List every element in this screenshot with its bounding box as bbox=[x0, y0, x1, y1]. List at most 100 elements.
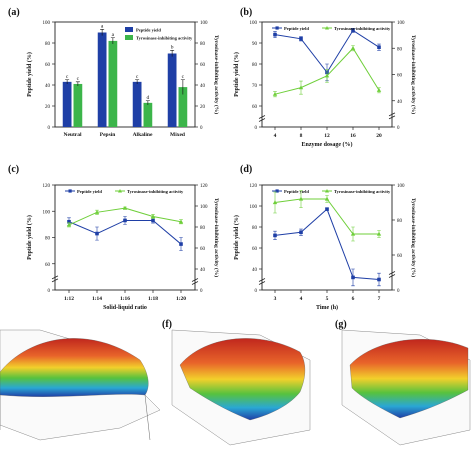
y2-tick-label-b: 60 bbox=[397, 74, 403, 79]
x-tick-label-b: 20 bbox=[376, 133, 382, 139]
data-point-b bbox=[299, 37, 303, 41]
data-point-c bbox=[95, 231, 99, 236]
significance-label-a: a bbox=[101, 23, 104, 29]
x-tick-label-b: 12 bbox=[324, 133, 330, 139]
data-point-d bbox=[299, 230, 303, 235]
error-bar-a bbox=[110, 37, 115, 45]
x-tick-label-d: 6 bbox=[352, 296, 355, 302]
legend-label-d: Tyrosinase-inhibiting activity bbox=[334, 189, 391, 194]
data-point-d bbox=[377, 277, 381, 282]
legend-label-a: Peptide yield bbox=[136, 28, 161, 33]
panel-label-b: (b) bbox=[240, 7, 252, 18]
y-tick-label-a: 20 bbox=[45, 105, 51, 110]
panel-label-a: (a) bbox=[8, 7, 20, 18]
y2-tick-label-d: 100 bbox=[397, 184, 405, 189]
axis-break-right-c bbox=[191, 278, 199, 285]
significance-label-a: b bbox=[171, 44, 174, 50]
data-point-c bbox=[151, 218, 155, 223]
y2-tick-label-c: 100 bbox=[200, 205, 208, 210]
y2-tick-label-a: 80 bbox=[200, 42, 206, 47]
error-bar-a bbox=[75, 81, 80, 87]
y-tick-label-b: 90 bbox=[252, 42, 258, 47]
y2-axis-title-a: Tyrosinase-inhibiting activity (%) bbox=[213, 35, 220, 114]
error-bar-a bbox=[135, 79, 140, 84]
x-tick-label-d: 3 bbox=[274, 296, 277, 302]
y2-tick-label-b: 100 bbox=[397, 21, 405, 26]
x-tick-label-a: Alkaline bbox=[133, 132, 153, 138]
plot-frame-a bbox=[54, 21, 196, 128]
panel-c: (c) 0 60 80 100 120 0 40 60 80 100 120 Peptide yield… bbox=[8, 164, 220, 311]
x-tick-label-c: 1:16 bbox=[120, 296, 130, 302]
y-tick-label-d: 60 bbox=[252, 247, 258, 252]
y-tick-label-d: 40 bbox=[252, 268, 258, 273]
bar-a bbox=[178, 87, 188, 127]
data-point-c bbox=[123, 218, 127, 223]
y-tick-label-d: 0 bbox=[255, 289, 258, 294]
y2-tick-label-a: 100 bbox=[200, 21, 208, 26]
x-tick-label-d: 7 bbox=[378, 296, 381, 302]
x-tick-label-a: Mixed bbox=[170, 132, 185, 138]
significance-label-a: c bbox=[136, 74, 139, 80]
y2-tick-label-c: 80 bbox=[200, 226, 206, 231]
data-point-b bbox=[376, 88, 382, 92]
x-tick-label-b: 4 bbox=[274, 133, 277, 139]
error-bar-a bbox=[170, 50, 175, 57]
surface-plot-e bbox=[0, 329, 161, 441]
bar-a bbox=[73, 83, 83, 127]
legend-swatch-a bbox=[125, 35, 133, 40]
x-tick-label-c: 1:18 bbox=[148, 296, 158, 302]
data-point-d bbox=[325, 207, 329, 211]
y-tick-label-b: 0 bbox=[255, 126, 258, 131]
y-tick-label-c: 120 bbox=[43, 184, 51, 189]
bar-a bbox=[97, 32, 107, 127]
x-tick-label-b: 16 bbox=[350, 133, 356, 139]
y2-tick-label-c: 60 bbox=[200, 247, 206, 252]
legend-marker-c bbox=[68, 189, 72, 193]
axis-break-left-c bbox=[51, 275, 59, 283]
panel-label-c: (c) bbox=[8, 164, 19, 175]
axis-break-right-d bbox=[388, 271, 396, 278]
y-tick-label-b: 70 bbox=[252, 84, 258, 89]
y2-tick-label-c: 0 bbox=[200, 289, 203, 294]
data-point-d bbox=[272, 200, 278, 205]
legend-label-a: Tyrosinase-inhibiting activity bbox=[136, 36, 193, 41]
y2-tick-label-a: 60 bbox=[200, 63, 206, 68]
y2-tick-label-b: 0 bbox=[397, 126, 400, 131]
y-tick-label-d: 120 bbox=[250, 184, 258, 189]
y-tick-label-b: 80 bbox=[252, 63, 258, 68]
y-axis-title-b: Peptide yield (%) bbox=[233, 52, 240, 97]
data-point-d bbox=[298, 196, 304, 201]
error-bar-a bbox=[100, 29, 105, 36]
bar-a bbox=[132, 81, 142, 127]
data-point-d bbox=[324, 196, 330, 201]
data-point-c bbox=[67, 219, 71, 224]
y2-tick-label-c: 120 bbox=[200, 184, 208, 189]
legend-marker-b bbox=[325, 26, 329, 30]
y-axis-title-d: Peptide yield (%) bbox=[233, 215, 240, 260]
data-point-c bbox=[66, 222, 72, 227]
error-bar-a bbox=[180, 79, 185, 95]
series-line-d bbox=[274, 198, 379, 235]
y2-tick-label-d: 80 bbox=[397, 219, 403, 224]
legend-label-c: Peptide yield bbox=[77, 189, 102, 194]
bar-a bbox=[167, 53, 177, 127]
x-tick-label-c: 1:20 bbox=[176, 296, 186, 302]
x-tick-label-b: 8 bbox=[300, 133, 303, 139]
legend-marker-c bbox=[118, 189, 122, 193]
data-point-c bbox=[150, 214, 156, 219]
y-tick-label-a: 60 bbox=[45, 63, 51, 68]
axis-break-left-d bbox=[258, 278, 266, 285]
axis-break-left-b bbox=[258, 115, 266, 122]
panel-label-g: (g) bbox=[335, 319, 347, 330]
significance-label-a: a bbox=[112, 32, 115, 38]
panel-b: (b) 0 60 70 80 90 100 0 40 60 80 100 Peptide yield (… bbox=[233, 7, 417, 148]
y2-tick-label-b: 40 bbox=[397, 100, 403, 105]
significance-label-a: c bbox=[66, 74, 69, 80]
error-bar-a bbox=[65, 79, 70, 84]
y-tick-label-c: 60 bbox=[45, 263, 51, 268]
data-point-b bbox=[272, 91, 278, 96]
data-point-d bbox=[351, 275, 355, 280]
y-tick-label-c: 100 bbox=[43, 210, 51, 215]
data-point-d bbox=[273, 233, 277, 238]
y-tick-label-a: 0 bbox=[48, 126, 51, 131]
